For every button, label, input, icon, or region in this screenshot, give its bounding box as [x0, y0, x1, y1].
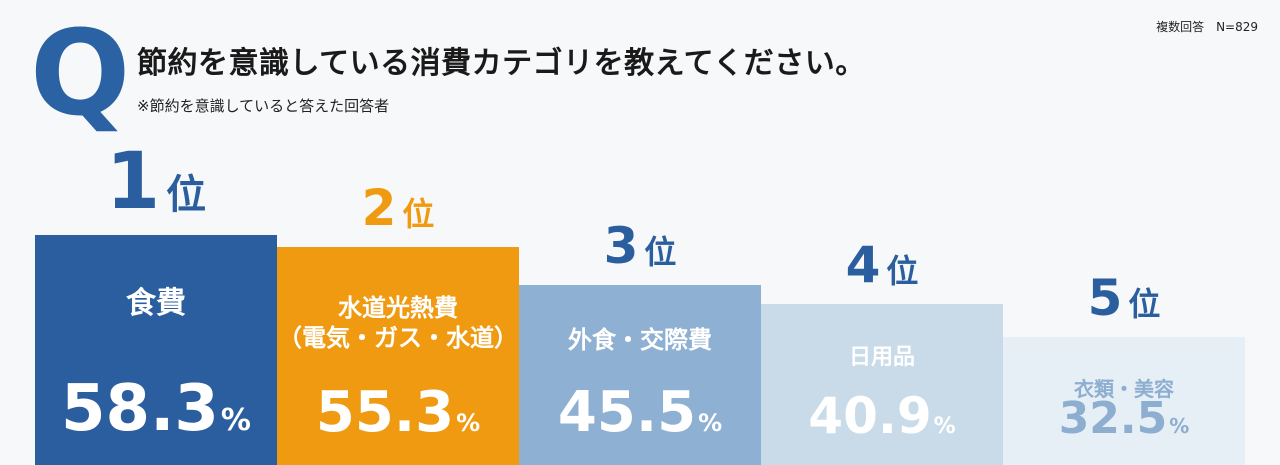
value-number: 40.9 [808, 387, 932, 445]
bar-value-label: 40.9% [761, 391, 1003, 441]
value-unit: % [456, 409, 481, 437]
category-line: 衣類・美容 [1074, 377, 1174, 401]
category-line: 日用品 [848, 345, 915, 370]
rank-suffix: 位 [1128, 285, 1161, 323]
bar-value-label: 55.3% [277, 385, 519, 441]
rank-number: 1 [105, 137, 161, 227]
rank-number: 2 [361, 179, 397, 237]
value-unit: % [933, 414, 956, 439]
bar-category: 食費 [35, 285, 277, 323]
value-unit: % [1169, 414, 1190, 438]
sample-note: 複数回答 N=829 [1156, 20, 1258, 34]
category-line: 水道光熱費 [338, 294, 458, 322]
q-letter: Q [30, 4, 131, 142]
bar-value-label: 45.5% [519, 385, 761, 441]
bar-value-label: 32.5% [1003, 397, 1245, 441]
rank-number: 4 [845, 236, 881, 294]
rank-suffix: 位 [886, 252, 919, 290]
bar-4: 日用品 40.9% [761, 304, 1003, 465]
value-unit: % [698, 409, 723, 437]
bar-1: 食費 58.3% [35, 235, 277, 465]
rank-suffix: 位 [644, 233, 677, 271]
rank-number: 5 [1087, 269, 1123, 327]
category-line: （電気・ガス・水道） [278, 324, 518, 352]
bar-category: 水道光熱費 （電気・ガス・水道） [277, 293, 519, 353]
bar-category: 衣類・美容 [1003, 377, 1245, 402]
category-line: 外食・交際費 [568, 326, 712, 354]
category-line: 食費 [126, 286, 186, 321]
rank-number: 3 [603, 217, 639, 275]
value-unit: % [220, 403, 251, 438]
value-number: 32.5 [1058, 393, 1168, 444]
question-title: 節約を意識している消費カテゴリを教えてください。 [137, 46, 866, 81]
rank-suffix: 位 [166, 172, 207, 218]
value-number: 45.5 [557, 380, 697, 445]
bar-2: 水道光熱費 （電気・ガス・水道） 55.3% [277, 247, 519, 465]
value-number: 58.3 [61, 372, 219, 446]
bar-value-label: 58.3% [35, 377, 277, 441]
question-subtitle: ※節約を意識していると答えた回答者 [137, 97, 390, 115]
bar-5: 衣類・美容 32.5% [1003, 337, 1245, 465]
rank-suffix: 位 [402, 195, 435, 233]
bar-3: 外食・交際費 45.5% [519, 285, 761, 465]
bar-category: 日用品 [761, 344, 1003, 372]
bar-category: 外食・交際費 [519, 325, 761, 355]
value-number: 55.3 [315, 380, 455, 445]
